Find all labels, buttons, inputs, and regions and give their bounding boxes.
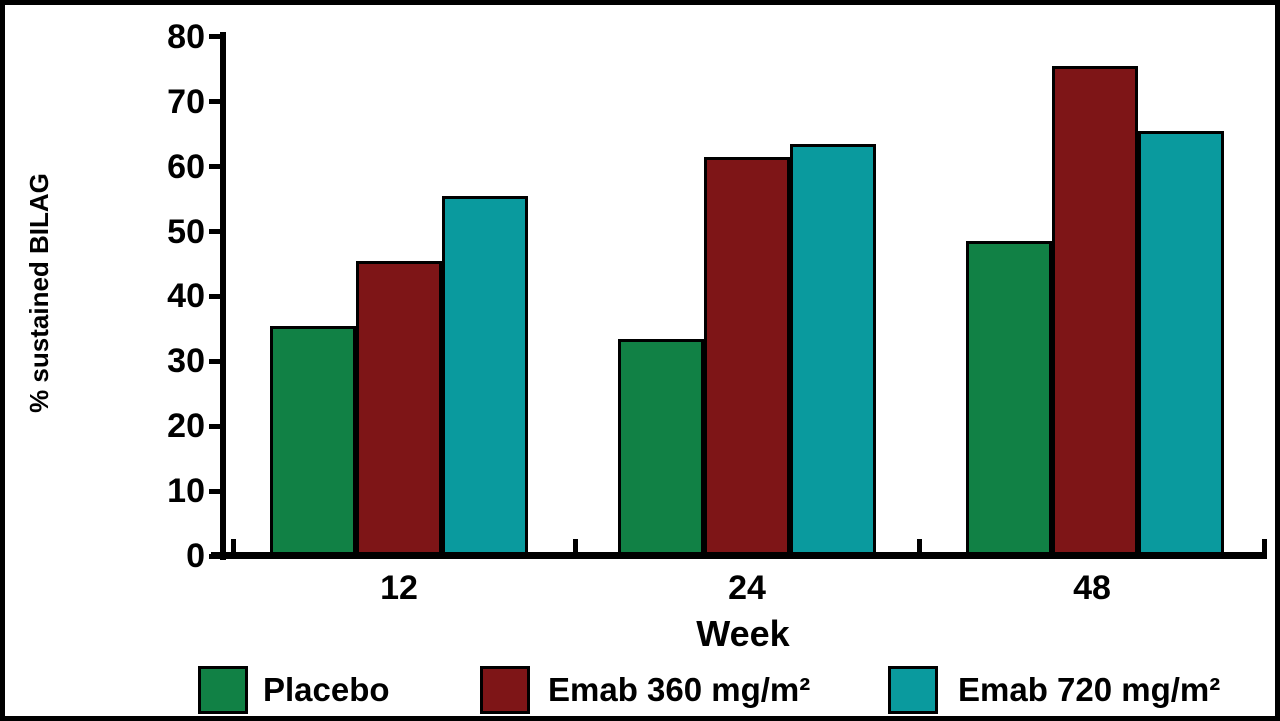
bar-emab-360-mg-m--week-12 xyxy=(356,260,442,556)
y-tick xyxy=(209,423,222,429)
x-boundary-tick xyxy=(573,539,578,552)
x-boundary-tick xyxy=(917,539,922,552)
x-category-label-12: 12 xyxy=(380,569,418,607)
legend-label: Emab 360 mg/m² xyxy=(548,671,811,708)
y-tick-label: 0 xyxy=(186,537,205,575)
x-category-label-24: 24 xyxy=(728,569,766,607)
y-tick xyxy=(209,488,222,494)
legend-swatch-placebo xyxy=(198,666,248,714)
x-category-label-48: 48 xyxy=(1073,569,1111,607)
legend-swatch-emab-360-mg-m- xyxy=(480,666,530,714)
y-tick-label: 20 xyxy=(167,407,205,446)
legend-label: Placebo xyxy=(263,671,390,708)
y-tick-label: 10 xyxy=(167,472,205,511)
y-tick xyxy=(209,164,222,170)
bar-placebo-week-48 xyxy=(966,241,1052,556)
y-tick-label: 70 xyxy=(167,82,205,121)
x-axis-title: Week xyxy=(696,613,790,654)
bar-emab-720-mg-m--week-12 xyxy=(442,196,528,556)
y-tick-label: 80 xyxy=(167,17,205,56)
y-axis-title: % sustained BILAG xyxy=(24,173,54,413)
bar-emab-720-mg-m--week-48 xyxy=(1138,131,1224,556)
plot-area: 0 10 20 30 40 50 60 70 80 12 24 48 % sustained BIL… xyxy=(5,5,1275,716)
bar-emab-360-mg-m--week-24 xyxy=(704,157,790,556)
x-boundary-tick xyxy=(231,539,236,552)
y-tick xyxy=(209,34,222,40)
y-tick xyxy=(209,99,222,105)
y-tick-label: 30 xyxy=(167,342,205,381)
bar-placebo-week-12 xyxy=(270,325,356,556)
y-tick xyxy=(209,229,222,234)
x-boundary-tick xyxy=(1262,539,1267,552)
bar-emab-360-mg-m--week-48 xyxy=(1052,66,1138,556)
legend-label: Emab 720 mg/m² xyxy=(958,671,1221,708)
bar-placebo-week-24 xyxy=(618,338,704,556)
y-tick-label: 60 xyxy=(167,147,205,186)
y-tick xyxy=(209,358,222,364)
x-axis-line xyxy=(211,552,1267,559)
y-axis-line xyxy=(220,32,226,560)
bar-emab-720-mg-m--week-24 xyxy=(790,144,876,556)
y-tick-label: 40 xyxy=(167,277,205,316)
y-tick-label: 50 xyxy=(167,212,205,251)
y-tick xyxy=(209,293,222,299)
legend-swatch-emab-720-mg-m- xyxy=(888,666,938,714)
